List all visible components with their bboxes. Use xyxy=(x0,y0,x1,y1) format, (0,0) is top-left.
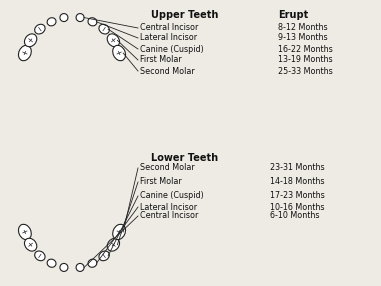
Text: Canine (Cuspid): Canine (Cuspid) xyxy=(140,192,204,200)
Text: Lateral Incisor: Lateral Incisor xyxy=(140,33,197,43)
Text: Canine (Cuspid): Canine (Cuspid) xyxy=(140,45,204,53)
Text: 23-31 Months: 23-31 Months xyxy=(270,164,325,172)
Text: 16-22 Months: 16-22 Months xyxy=(278,45,333,53)
Ellipse shape xyxy=(24,238,37,251)
Ellipse shape xyxy=(47,18,56,26)
Ellipse shape xyxy=(60,13,68,21)
Text: First Molar: First Molar xyxy=(140,178,182,186)
Text: 10-16 Months: 10-16 Months xyxy=(270,202,325,212)
Ellipse shape xyxy=(24,34,37,47)
Ellipse shape xyxy=(107,238,120,251)
Text: 8-12 Months: 8-12 Months xyxy=(278,23,328,33)
Text: Erupt: Erupt xyxy=(278,10,308,20)
Ellipse shape xyxy=(113,224,125,240)
Text: 6-10 Months: 6-10 Months xyxy=(270,212,320,221)
Ellipse shape xyxy=(88,18,97,26)
Text: Second Molar: Second Molar xyxy=(140,164,195,172)
Text: Lower Teeth: Lower Teeth xyxy=(151,153,219,163)
Ellipse shape xyxy=(99,24,109,34)
Text: 25-33 Months: 25-33 Months xyxy=(278,67,333,76)
Ellipse shape xyxy=(107,34,120,47)
Ellipse shape xyxy=(113,45,125,61)
Ellipse shape xyxy=(35,24,45,34)
Text: 17-23 Months: 17-23 Months xyxy=(270,192,325,200)
Text: Lateral Incisor: Lateral Incisor xyxy=(140,202,197,212)
Text: Upper Teeth: Upper Teeth xyxy=(151,10,219,20)
Text: Second Molar: Second Molar xyxy=(140,67,195,76)
Text: 13-19 Months: 13-19 Months xyxy=(278,55,333,65)
Text: Central Incisor: Central Incisor xyxy=(140,212,199,221)
Ellipse shape xyxy=(76,13,84,21)
Ellipse shape xyxy=(76,263,84,271)
Text: Central Incisor: Central Incisor xyxy=(140,23,199,33)
Ellipse shape xyxy=(99,251,109,261)
Ellipse shape xyxy=(18,45,31,61)
Ellipse shape xyxy=(47,259,56,267)
Text: First Molar: First Molar xyxy=(140,55,182,65)
Ellipse shape xyxy=(88,259,97,267)
Ellipse shape xyxy=(18,224,31,240)
Ellipse shape xyxy=(35,251,45,261)
Text: 14-18 Months: 14-18 Months xyxy=(270,178,325,186)
Ellipse shape xyxy=(60,263,68,271)
Text: 9-13 Months: 9-13 Months xyxy=(278,33,328,43)
